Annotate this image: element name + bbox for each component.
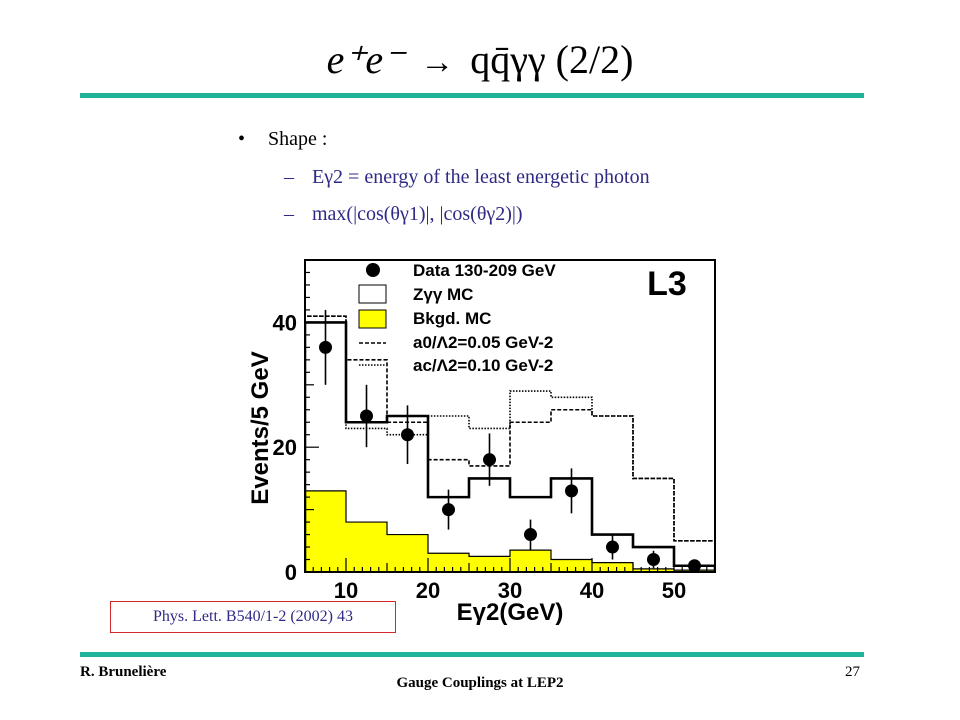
data-point (442, 503, 455, 517)
y-tick-label: 40 (273, 310, 297, 335)
y-tick-label: 20 (273, 435, 297, 460)
bullet-shape: • Shape : (238, 128, 327, 151)
legend-data-label: Data 130-209 GeV (413, 261, 556, 280)
bullet-text: Shape : (268, 128, 328, 150)
legend-zgg-label: Zγγ MC (413, 285, 473, 304)
data-point (524, 528, 537, 542)
bullet-dot: • (238, 128, 246, 150)
reference-text: Phys. Lett. B540/1-2 (2002) 43 (153, 608, 353, 625)
slide-title: e⁺e⁻ → qq̄γγ (2/2) (0, 36, 960, 83)
bkgd-bar (592, 562, 633, 572)
bottom-divider (80, 652, 864, 657)
legend-a0-label: a0/Λ2=0.05 GeV-2 (413, 333, 553, 352)
data-point (319, 340, 332, 354)
bkgd-bar (387, 534, 428, 572)
legend: Data 130-209 GeV Zγγ MC Bkgd. MC a0/Λ2=0… (358, 261, 556, 375)
data-point (688, 559, 701, 573)
axis-ticks: 10 20 30 40 50 0 20 40 (273, 259, 716, 603)
bkgd-outline (305, 490, 715, 572)
bkgd-bar (428, 553, 469, 572)
reference-box: Phys. Lett. B540/1-2 (2002) 43 (110, 601, 396, 633)
page-number: 27 (845, 664, 860, 680)
a0-coupling-step-line (305, 315, 715, 572)
bkgd-bar (551, 559, 592, 572)
x-tick-label: 40 (580, 578, 604, 603)
sub-bullet-1-text: Eγ2 = energy of the least energetic phot… (312, 166, 650, 188)
footer-title: Gauge Couplings at LEP2 (396, 675, 564, 691)
x-tick-label: 10 (334, 578, 358, 603)
sub-bullet-2-text: max(|cos(θγ1)|, |cos(θγ2)|) (312, 203, 523, 225)
title-arrow: → (420, 44, 455, 81)
dash-2: – (284, 203, 294, 225)
data-point (360, 409, 373, 423)
bkgd-bar (305, 490, 346, 572)
bkgd-bar (633, 568, 674, 572)
top-divider (80, 93, 864, 98)
title-part: (2/2) (555, 37, 634, 82)
legend-bkgd-label: Bkgd. MC (413, 309, 491, 328)
data-point (647, 553, 660, 567)
data-point (483, 453, 496, 467)
data-point (401, 428, 414, 442)
histogram-chart: 10 20 30 40 50 0 20 40 L3 Data 130-209 GeV Zγγ … (247, 259, 716, 626)
x-tick-label: 50 (662, 578, 686, 603)
bkgd-bar (469, 556, 510, 572)
bkgd-bar (346, 522, 387, 572)
legend-bkgd-swatch (358, 309, 387, 329)
legend-ac-label: ac/Λ2=0.10 GeV-2 (413, 356, 553, 375)
title-lhs: e⁺e⁻ (326, 37, 405, 82)
data-point (565, 484, 578, 498)
bkgd-bar (510, 550, 551, 572)
experiment-label: L3 (647, 265, 687, 303)
data-point (606, 540, 619, 554)
sub-bullet-angle: – max(|cos(θγ1)|, |cos(θγ2)|) (284, 203, 523, 226)
x-tick-label: 20 (416, 578, 440, 603)
title-rhs: qq̄γγ (470, 37, 546, 82)
sub-bullet-energy: – Eγ2 = energy of the least energetic pho… (284, 166, 650, 189)
legend-data-marker (366, 263, 380, 277)
x-tick-label: 30 (498, 578, 522, 603)
dash-1: – (284, 166, 294, 188)
legend-zgg-swatch (358, 284, 387, 304)
x-axis-label: Eγ2(GeV) (457, 599, 564, 626)
y-tick-label: 0 (285, 560, 297, 585)
background-fill-layer (305, 490, 715, 572)
author-name: R. Brunelière (80, 664, 167, 680)
y-axis-label: Events/5 GeV (247, 351, 274, 504)
data-point-layer (319, 309, 701, 573)
